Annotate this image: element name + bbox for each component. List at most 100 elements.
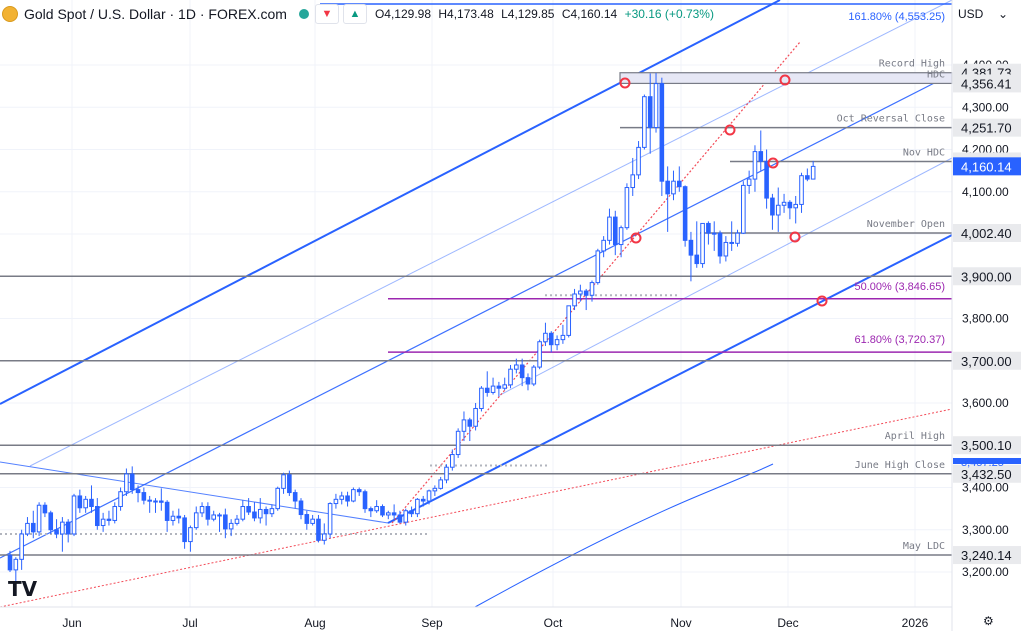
candle [554,335,560,351]
symbol-title[interactable]: Gold Spot / U.S. Dollar · 1D · FOREX.com [24,6,287,22]
candle [729,221,734,251]
fib-extension-label: 161.80% (4,553.25) [848,11,945,23]
candle-body [310,518,315,524]
price-tag-label: 3,900.00 [961,269,1012,284]
candle [467,417,473,442]
candle [444,464,449,484]
low-value: L4,129.85 [501,7,555,21]
channel-median-line [0,73,953,559]
candle-body [403,510,409,523]
candle-body [176,515,182,519]
candle-body [502,384,507,389]
candle-body [764,160,769,199]
candle-body [386,512,391,516]
candle [548,331,554,353]
candle [205,502,211,526]
level-name-label: Oct Reversal Close [837,114,945,125]
candle [304,510,310,530]
x-tick-label: Jul [182,616,197,630]
close-value: C4,160.14 [561,7,618,21]
candle [752,145,758,192]
candle-body [583,290,589,296]
buy-button[interactable]: ▲ [342,4,367,24]
annotations: TV [8,74,828,601]
candle [240,500,246,522]
candle-body [711,232,717,235]
level-name-label: June High Close [855,460,945,471]
candle-body [607,216,612,241]
candle [106,510,112,526]
pivot-marker [630,232,642,244]
pivot-marker [619,77,631,89]
level-name-label: Record High [879,59,945,70]
candle-body [601,239,606,252]
level-name-label: May LDC [903,541,945,552]
candle-body [48,512,54,531]
candle-body [729,241,734,244]
candle [321,523,327,545]
candle [688,231,694,282]
candle-body [671,180,676,195]
candle [164,500,170,532]
candle [735,229,740,247]
sell-button[interactable]: ▼ [314,4,339,24]
time-axis: Jun Jul Aug Sep Oct Nov Dec 2026 [0,606,952,630]
candle-body [787,201,793,209]
candle [793,195,799,224]
candle [537,339,542,370]
candle-body [450,454,455,468]
candle-body [240,506,246,520]
current-price-tag [953,157,1021,176]
candle [502,377,507,391]
candle-body [223,514,228,530]
candle [356,487,362,496]
candle [42,502,48,518]
candle [362,489,368,513]
gear-icon[interactable]: ⚙ [983,614,994,628]
price-tag [953,436,1021,455]
candle [694,221,700,268]
level-name-label: November Open [867,219,945,230]
candle-body [234,518,240,524]
price-tag-label: 4,002.40 [961,226,1012,241]
price-tag [953,74,1021,93]
candle-body [374,506,379,512]
candle [723,236,729,262]
y-tick-label: 3,600.00 [962,396,1009,410]
candle-body [548,332,554,346]
price-tag-label: 3,700.00 [961,354,1012,369]
candle [770,193,775,230]
chevron-down-icon: ⌄ [997,7,1008,21]
candle [484,371,490,397]
gold-coin-icon [2,6,18,22]
candle [333,493,339,509]
currency-selector[interactable]: USD ⌄ [952,4,1014,24]
x-tick-label: Nov [670,616,691,630]
candle-body [810,165,816,180]
current-price-label: 4,160.14 [961,159,1012,174]
candle-body [589,282,595,296]
price-tag-label: 3,500.10 [961,438,1012,453]
candle [159,488,164,511]
candle [118,487,123,511]
candle [112,502,118,524]
candle-body [124,473,129,493]
x-tick-label: Oct [544,616,563,630]
candle [566,305,572,338]
price-tag-label: 4,251.70 [961,121,1012,136]
high-value: H4,173.48 [438,7,494,21]
fib-label: 61.80% (3,720.37) [854,334,945,346]
x-tick-label: Jun [62,616,81,630]
candle [287,470,292,496]
candle-body [496,385,502,389]
candle [316,514,321,543]
tradingview-logo: TV [8,577,38,601]
candle [246,498,251,515]
pivot-marker [724,124,736,136]
descending-trendline [0,461,389,524]
candle-body [71,495,77,535]
candle [83,495,88,513]
moving-average-line [474,463,774,608]
candle [188,525,193,552]
